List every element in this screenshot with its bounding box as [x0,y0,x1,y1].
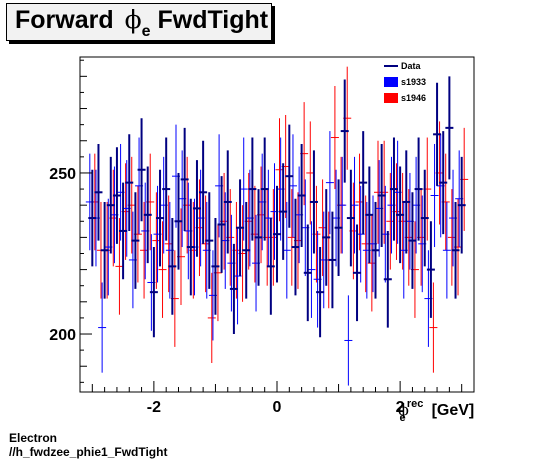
axes: -2 0 2 200 250 [49,59,463,416]
footer-line-1: Electron [9,431,58,445]
title-main: Forward [15,6,121,34]
y-tick-label: 250 [49,166,76,183]
x-axis-label: ϕrece [GeV] [398,398,475,424]
y-tick-label: 200 [49,327,76,344]
footer: Electron //h_fwdzee_phie1_FwdTight [9,431,167,459]
legend-label-Data: Data [401,61,422,71]
legend: Data s1933 s1946 [384,61,426,103]
title-rest: FwdTight [150,6,269,34]
x-label-subscript: e [399,412,406,424]
x-label-phi-symbol: ϕ [398,400,409,419]
legend-label-s1933: s1933 [401,77,426,87]
x-tick-label: -2 [147,399,161,416]
x-label-superscript: rec [406,398,424,410]
x-tick-label: 0 [273,399,282,416]
title-phi-symbol: ϕ [124,5,142,34]
x-label-unit: [GeV] [431,402,475,419]
legend-swatch-s1946 [384,93,398,103]
legend-label-s1946: s1946 [401,93,426,103]
chart-title: Forward ϕe FwdTight [15,5,269,40]
footer-line-2: //h_fwdzee_phie1_FwdTight [9,445,168,459]
title-box: Forward ϕe FwdTight [6,3,272,41]
legend-swatch-s1933 [384,77,398,87]
x-tick-label: 2 [396,399,405,416]
title-subscript: e [141,23,151,40]
data-marks [85,66,469,386]
